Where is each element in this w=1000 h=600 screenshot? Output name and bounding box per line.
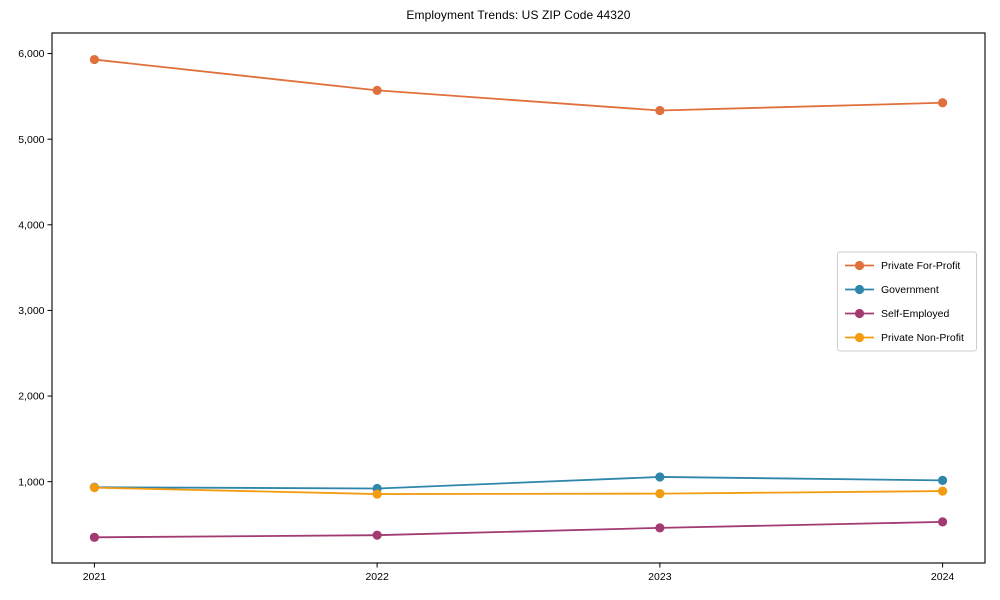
data-point-self-employed-2021 <box>89 532 100 542</box>
data-point-self-employed-2024 <box>937 517 948 527</box>
data-point-private-for-profit-2024 <box>937 98 948 108</box>
data-point-self-employed-2022 <box>372 530 382 540</box>
x-axis-tick-label: 2023 <box>648 571 672 583</box>
y-axis-tick-label: 3,000 <box>18 305 44 317</box>
y-axis-tick-label: 5,000 <box>18 134 44 146</box>
data-point-private-for-profit-2021 <box>89 54 100 65</box>
legend-label: Government <box>881 284 939 296</box>
data-point-private-non-profit-2023 <box>655 489 665 499</box>
legend-item-private-for-profit: Private For-Profit <box>845 260 960 272</box>
series-private-non-profit <box>89 483 948 499</box>
legend: Private For-Profit Government Self-Employe… <box>837 251 977 352</box>
legend-marker <box>854 284 865 295</box>
data-point-government-2024 <box>937 475 948 485</box>
data-point-private-non-profit-2024 <box>937 486 948 496</box>
data-point-self-employed-2023 <box>655 523 665 533</box>
series-line-self-employed <box>94 521 943 539</box>
series-line-government <box>94 476 943 490</box>
legend-label: Private Non-Profit <box>881 332 964 344</box>
data-point-private-non-profit-2021 <box>89 483 100 493</box>
legend-marker <box>854 308 865 319</box>
series-private-for-profit <box>89 54 948 116</box>
data-point-private-for-profit-2023 <box>655 105 665 116</box>
series-line-private-non-profit <box>94 486 943 495</box>
legend-item-self-employed: Self-Employed <box>845 308 949 320</box>
legend-box <box>837 251 977 352</box>
x-axis-tick-label: 2024 <box>931 571 955 583</box>
data-point-private-non-profit-2022 <box>372 489 382 499</box>
data-point-private-for-profit-2022 <box>372 85 382 95</box>
y-axis-tick-label: 6,000 <box>18 48 44 60</box>
y-axis-tick-label: 4,000 <box>18 219 44 231</box>
x-axis-tick-label: 2021 <box>83 571 107 583</box>
data-point-government-2023 <box>655 472 665 482</box>
legend-label: Private For-Profit <box>881 260 960 272</box>
plot-frame <box>51 32 986 564</box>
legend-item-government: Government <box>845 284 939 296</box>
y-axis-tick-label: 1,000 <box>18 476 44 488</box>
chart-title: Employment Trends: US ZIP Code 44320 <box>406 8 631 22</box>
legend-item-private-non-profit: Private Non-Profit <box>845 332 964 344</box>
series-self-employed <box>89 517 948 542</box>
legend-marker <box>854 332 865 343</box>
x-axis-tick-label: 2022 <box>365 571 389 583</box>
y-axis-tick-label: 2,000 <box>18 391 44 403</box>
legend-label: Self-Employed <box>881 308 949 320</box>
series-line-private-for-profit <box>94 58 943 112</box>
legend-marker <box>854 260 865 271</box>
